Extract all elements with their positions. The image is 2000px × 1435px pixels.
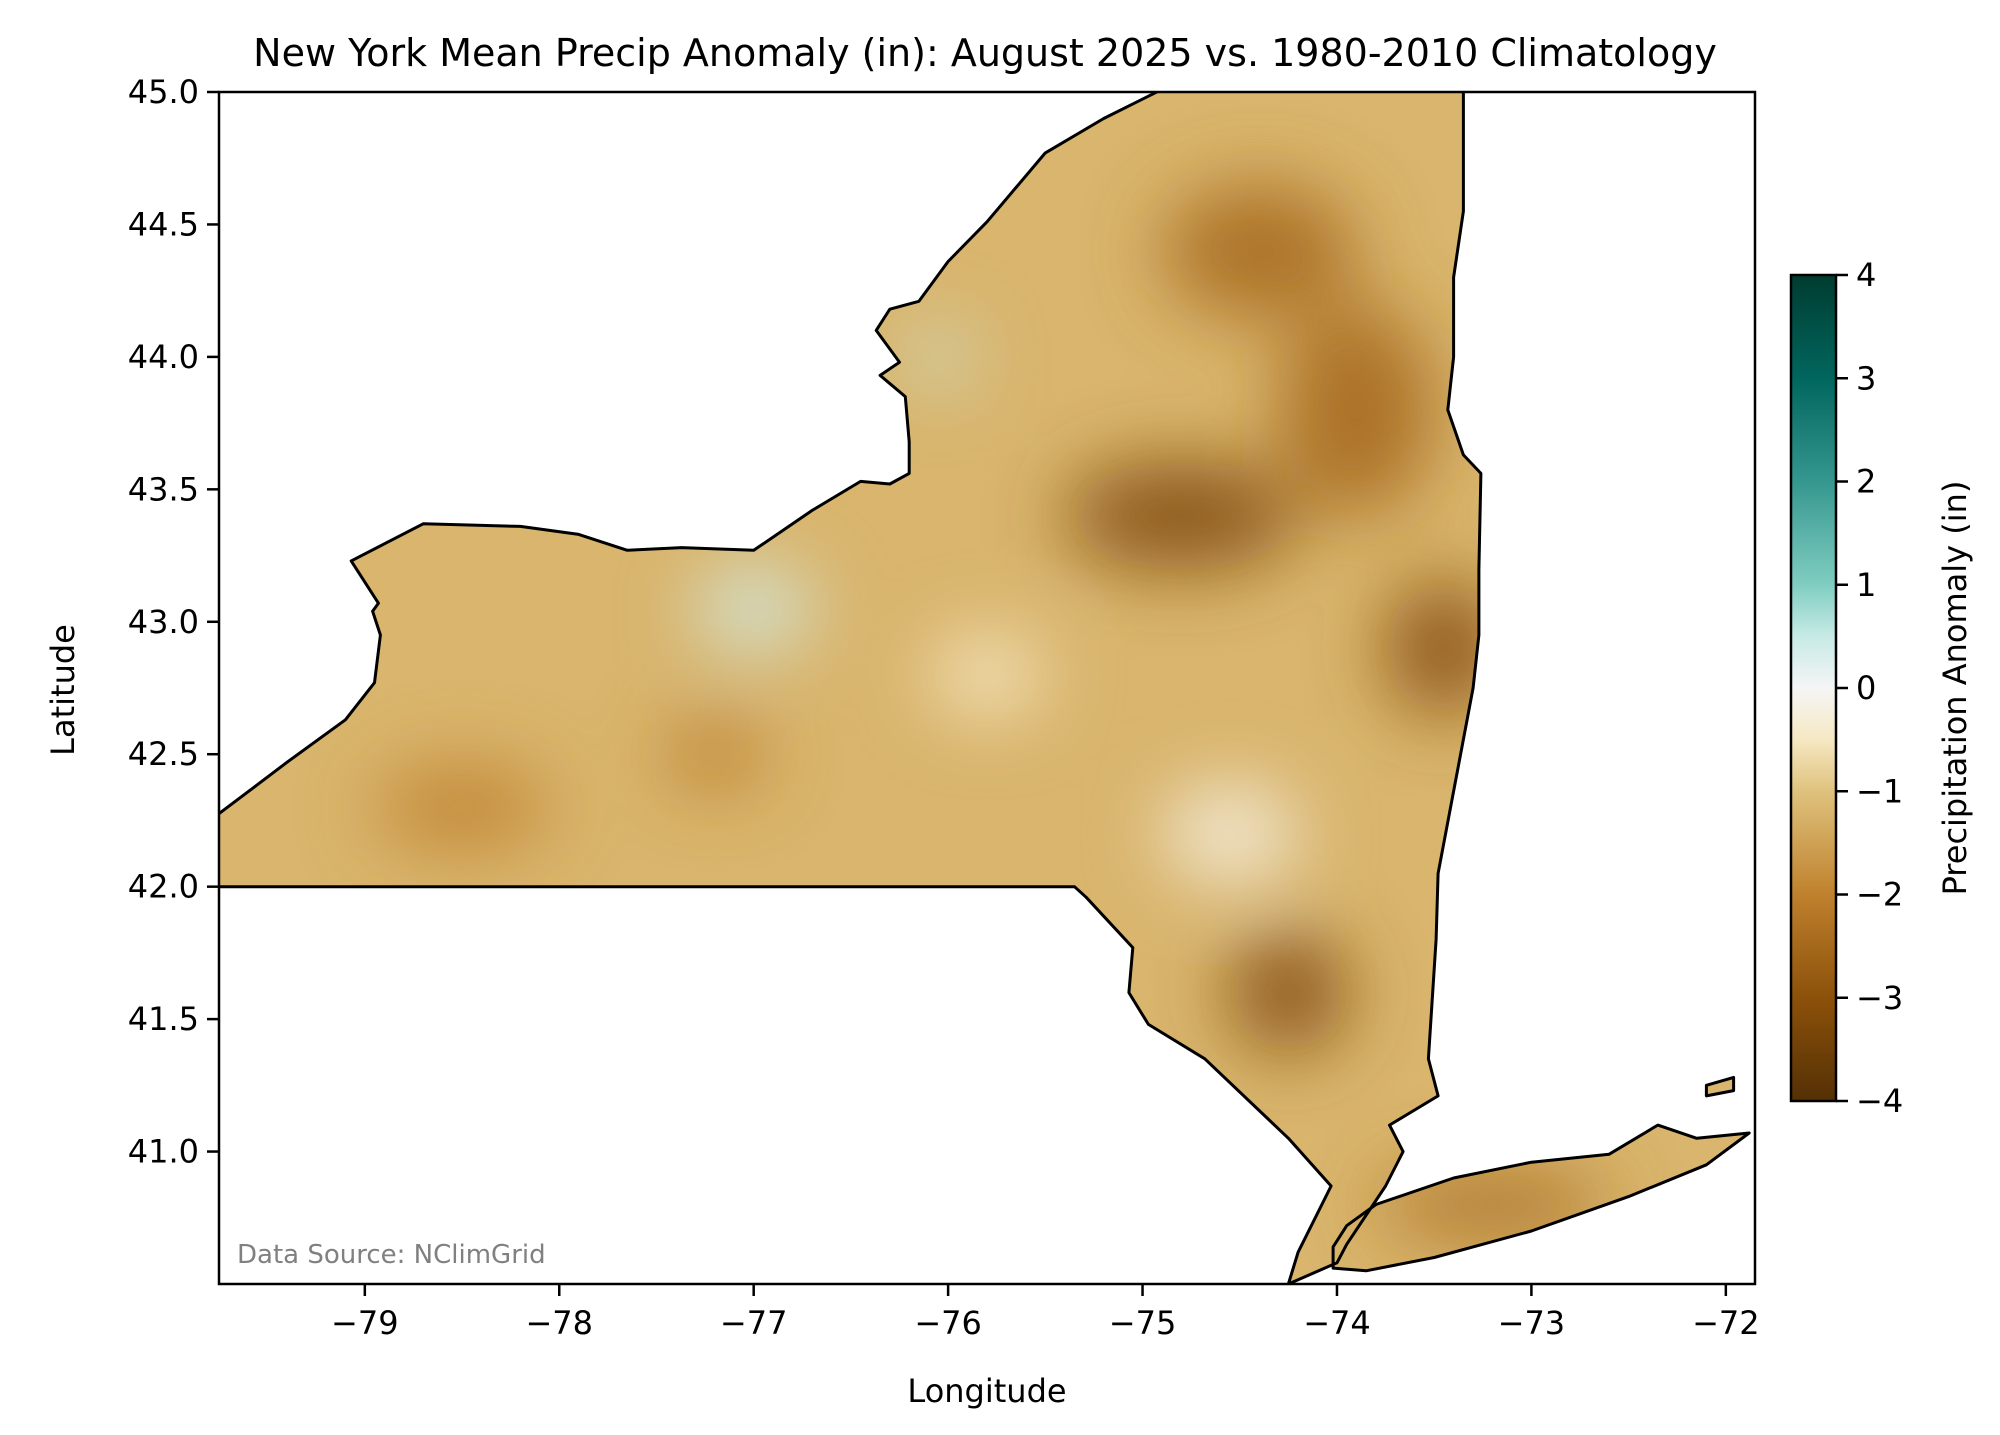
colorbar-tick-label: −4 [1856,1082,1903,1120]
colorbar-tick-label: −2 [1856,876,1903,914]
colorbar-ticks: 4 3 2 1 0 −1 −2 −3 −4 [1836,256,1903,1120]
colorbar-tick-label: 3 [1856,359,1876,397]
x-tick-label: −77 [720,1304,788,1342]
data-source-note: Data Source: NClimGrid [237,1240,546,1270]
anomaly-blob [909,330,968,384]
x-tick-label: −76 [914,1304,982,1342]
anomaly-blob [1385,582,1503,715]
colorbar-label: Precipitation Anomaly (in) [1936,481,1974,896]
colorbar-tick-label: 2 [1856,463,1876,501]
anomaly-field [219,92,1750,1284]
x-tick-label: −72 [1692,1304,1760,1342]
anomaly-blob [1161,786,1299,882]
colorbar-tick-label: 1 [1856,566,1876,604]
x-tick-label: −78 [525,1304,593,1342]
chart-title: New York Mean Precip Anomaly (in): Augus… [253,31,1717,75]
y-tick-label: 42.0 [128,868,199,906]
x-tick-label: −74 [1303,1304,1371,1342]
x-tick-label: −73 [1498,1304,1566,1342]
state-outline [219,92,1751,1284]
colorbar-tick-label: −1 [1856,772,1903,810]
y-axis-label: Latitude [44,624,82,756]
x-axis-label: Longitude [907,1372,1066,1410]
anomaly-blob [1375,1172,1610,1237]
anomaly-blob [1064,462,1299,569]
y-tick-label: 44.5 [128,205,199,243]
anomaly-blob [695,568,813,649]
anomaly-blob [1230,934,1347,1051]
y-tick-label: 44.0 [128,338,199,376]
colorbar-tick-label: 0 [1856,669,1876,707]
y-tick-label: 43.0 [128,603,199,641]
y-tick-label: 43.5 [128,470,199,508]
anomaly-blob [1161,184,1357,318]
y-tick-label: 42.5 [128,735,199,773]
colorbar-tick-label: −3 [1856,979,1903,1017]
y-tick-label: 45.0 [128,73,199,111]
x-tick-label: −75 [1109,1304,1177,1342]
fishers-island-outline [1704,1075,1736,1098]
x-tick-label: −79 [331,1304,399,1342]
new-york-outline [219,92,1483,1284]
plot-area [219,92,1751,1284]
y-axis-ticks: 41.0 41.5 42.0 42.5 43.0 43.5 44.0 44.5 45.0 [128,73,219,1171]
y-tick-label: 41.5 [128,1000,199,1038]
anomaly-blob [1278,303,1435,516]
long-island-outline [1331,1123,1751,1273]
x-axis-ticks: −79 −78 −77 −76 −75 −74 −73 −72 [331,1284,1760,1342]
anomaly-blob [666,722,764,787]
colorbar-gradient [1789,273,1838,1103]
y-tick-label: 41.0 [128,1133,199,1171]
anomaly-blob [928,635,1046,715]
colorbar-tick-label: 4 [1856,256,1876,294]
anomaly-blobs [374,184,1610,1237]
anomaly-blob [374,767,550,847]
plot-frame [217,90,1757,1286]
colorbar: 4 3 2 1 0 −1 −2 −3 −4 Precipitation Anomaly (in) [1789,256,1974,1120]
